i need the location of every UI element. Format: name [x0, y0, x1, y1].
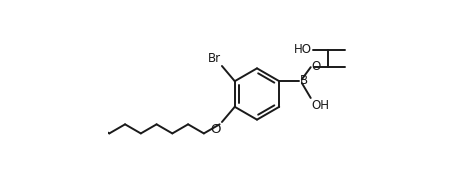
Text: O: O: [211, 123, 221, 136]
Text: HO: HO: [294, 43, 312, 56]
Text: B: B: [300, 74, 308, 87]
Text: O: O: [311, 60, 320, 73]
Text: Br: Br: [208, 52, 221, 65]
Text: OH: OH: [311, 99, 329, 112]
